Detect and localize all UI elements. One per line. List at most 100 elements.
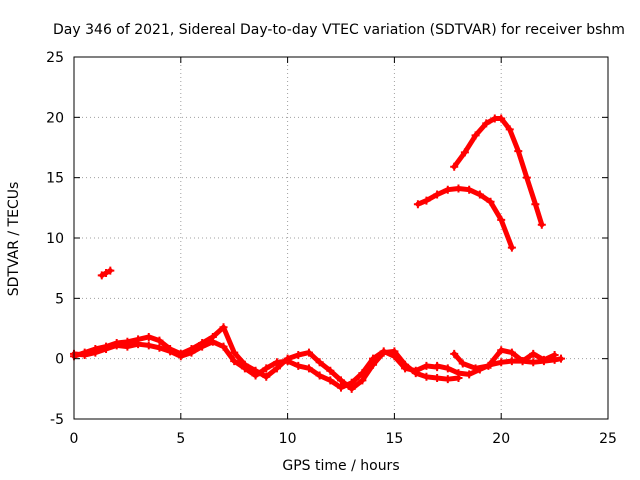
data-point bbox=[539, 355, 548, 364]
data-point bbox=[497, 346, 506, 355]
data-point bbox=[458, 359, 467, 368]
data-point bbox=[315, 358, 324, 367]
x-tick-label: 25 bbox=[599, 431, 617, 447]
data-point bbox=[531, 200, 540, 209]
y-tick-label: -5 bbox=[50, 412, 64, 428]
data-point bbox=[315, 371, 324, 380]
data-point bbox=[358, 369, 367, 378]
x-tick-label: 10 bbox=[279, 431, 297, 447]
data-point bbox=[529, 349, 538, 358]
data-point bbox=[413, 200, 422, 209]
data-point bbox=[262, 372, 271, 381]
data-point bbox=[471, 364, 480, 373]
data-point bbox=[411, 366, 420, 375]
series-line bbox=[451, 347, 558, 371]
data-point bbox=[529, 358, 538, 367]
data-point bbox=[123, 342, 132, 351]
data-point bbox=[102, 268, 111, 277]
data-point bbox=[326, 376, 335, 385]
data-point bbox=[497, 215, 506, 224]
series-isolated-segment bbox=[97, 266, 115, 280]
x-tick-label: 20 bbox=[492, 431, 510, 447]
data-point bbox=[484, 361, 493, 370]
y-tick-label: 0 bbox=[55, 352, 64, 368]
data-point bbox=[465, 370, 474, 379]
grid-lines bbox=[74, 57, 608, 419]
data-point bbox=[294, 361, 303, 370]
data-point bbox=[507, 348, 516, 357]
data-point bbox=[134, 340, 143, 349]
data-point bbox=[262, 364, 271, 373]
data-point bbox=[454, 184, 463, 193]
data-point bbox=[507, 357, 516, 366]
data-point bbox=[460, 148, 469, 157]
data-point bbox=[155, 343, 164, 352]
data-point bbox=[112, 341, 121, 350]
data-point bbox=[443, 375, 452, 384]
data-point bbox=[390, 352, 399, 361]
data-point bbox=[198, 342, 207, 351]
data-point bbox=[294, 351, 303, 360]
data-point bbox=[557, 354, 566, 363]
data-point bbox=[507, 243, 516, 252]
data-point bbox=[443, 364, 452, 373]
data-point bbox=[272, 358, 281, 367]
series-trace-d bbox=[450, 346, 559, 373]
data-point bbox=[401, 364, 410, 373]
y-tick-label: 10 bbox=[46, 231, 64, 247]
series-line bbox=[451, 116, 545, 228]
data-point bbox=[369, 354, 378, 363]
chart-title: Day 346 of 2021, Sidereal Day-to-day VTE… bbox=[53, 22, 625, 38]
data-point bbox=[240, 364, 249, 373]
data-point bbox=[283, 357, 292, 366]
data-point bbox=[106, 266, 115, 275]
data-point bbox=[208, 337, 217, 346]
data-point bbox=[155, 336, 164, 345]
y-tick-label: 5 bbox=[55, 291, 64, 307]
data-point bbox=[450, 349, 459, 358]
data-point bbox=[475, 190, 484, 199]
data-point bbox=[304, 348, 313, 357]
data-point bbox=[97, 271, 106, 280]
data-point bbox=[337, 376, 345, 385]
data-point bbox=[486, 197, 495, 206]
data-point bbox=[518, 357, 527, 366]
data-series bbox=[70, 114, 566, 393]
x-tick-label: 5 bbox=[176, 431, 185, 447]
data-point bbox=[505, 125, 514, 134]
data-point bbox=[433, 361, 442, 370]
data-point bbox=[102, 345, 111, 354]
data-point bbox=[422, 372, 431, 381]
data-point bbox=[304, 364, 313, 373]
data-point bbox=[326, 366, 335, 375]
data-point bbox=[144, 341, 153, 350]
data-point bbox=[471, 131, 480, 140]
data-point bbox=[465, 185, 474, 194]
data-point bbox=[422, 361, 431, 370]
y-axis-label: SDTVAR / TECUs bbox=[6, 182, 22, 297]
data-point bbox=[219, 342, 228, 351]
data-point bbox=[454, 369, 463, 378]
y-tick-label: 20 bbox=[46, 110, 64, 126]
series-line bbox=[415, 186, 515, 251]
data-point bbox=[450, 162, 459, 171]
data-point bbox=[80, 351, 89, 360]
data-point bbox=[358, 376, 367, 385]
data-point bbox=[91, 348, 100, 357]
data-point bbox=[514, 147, 523, 156]
x-tick-label: 0 bbox=[70, 431, 79, 447]
data-point bbox=[522, 173, 531, 182]
data-point bbox=[482, 119, 491, 128]
data-point bbox=[347, 378, 356, 387]
data-point bbox=[422, 196, 431, 205]
x-axis-label: GPS time / hours bbox=[282, 458, 399, 474]
data-point bbox=[433, 190, 442, 199]
data-point bbox=[251, 371, 260, 380]
data-point bbox=[230, 348, 239, 357]
data-point bbox=[144, 332, 153, 341]
y-tick-label: 25 bbox=[46, 50, 64, 66]
series-trace-b bbox=[70, 337, 442, 392]
y-tick-label: 15 bbox=[46, 171, 64, 187]
data-point bbox=[497, 358, 506, 367]
